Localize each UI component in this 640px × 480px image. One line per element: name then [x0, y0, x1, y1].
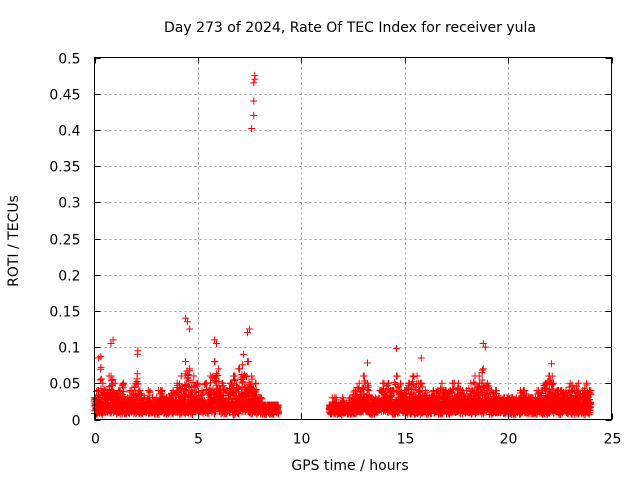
- x-tick-label: 25: [604, 432, 622, 448]
- y-tick-label: 0.1: [58, 341, 80, 357]
- data-point: [120, 392, 128, 400]
- data-point: [97, 363, 105, 371]
- y-tick-label: 0.3: [58, 196, 80, 212]
- data-point: [274, 407, 282, 415]
- x-tick-label: 10: [293, 432, 311, 448]
- data-point: [146, 387, 154, 395]
- x-tick-label: 0: [91, 432, 100, 448]
- data-point: [155, 411, 163, 419]
- data-point: [130, 391, 138, 399]
- y-tick-label: 0.15: [49, 305, 80, 321]
- x-tick-label: 20: [500, 432, 518, 448]
- y-tick-label: 0.4: [58, 124, 80, 140]
- y-tick-label: 0.35: [49, 160, 80, 176]
- data-point: [234, 385, 242, 393]
- data-point: [201, 380, 209, 388]
- grid-lines: [94, 57, 612, 420]
- y-tick-label: 0.05: [49, 377, 80, 393]
- data-point: [214, 371, 222, 379]
- data-point: [184, 371, 192, 379]
- data-point: [238, 361, 246, 369]
- data-points: [91, 72, 595, 419]
- y-tick-label: 0.25: [49, 233, 80, 249]
- chart-title: Day 273 of 2024, Rate Of TEC Index for r…: [164, 20, 536, 36]
- data-point: [213, 381, 221, 389]
- data-point: [97, 375, 105, 383]
- data-point: [241, 372, 249, 380]
- y-axis-label: ROTI / TECUs: [6, 195, 22, 287]
- y-tick-label: 0.2: [58, 269, 80, 285]
- y-tick-label: 0.45: [49, 88, 80, 104]
- data-point: [108, 376, 116, 384]
- data-point: [242, 373, 250, 381]
- x-tick-label: 15: [397, 432, 415, 448]
- y-tick-label: 0: [72, 414, 81, 430]
- y-tick-label: 0.5: [58, 52, 80, 68]
- data-point: [215, 378, 223, 386]
- data-point: [194, 387, 202, 395]
- data-point: [185, 376, 193, 384]
- data-point: [201, 381, 209, 389]
- x-axis-label: GPS time / hours: [291, 458, 408, 474]
- data-point: [133, 370, 141, 378]
- x-tick-label: 5: [194, 432, 203, 448]
- data-point: [158, 388, 166, 396]
